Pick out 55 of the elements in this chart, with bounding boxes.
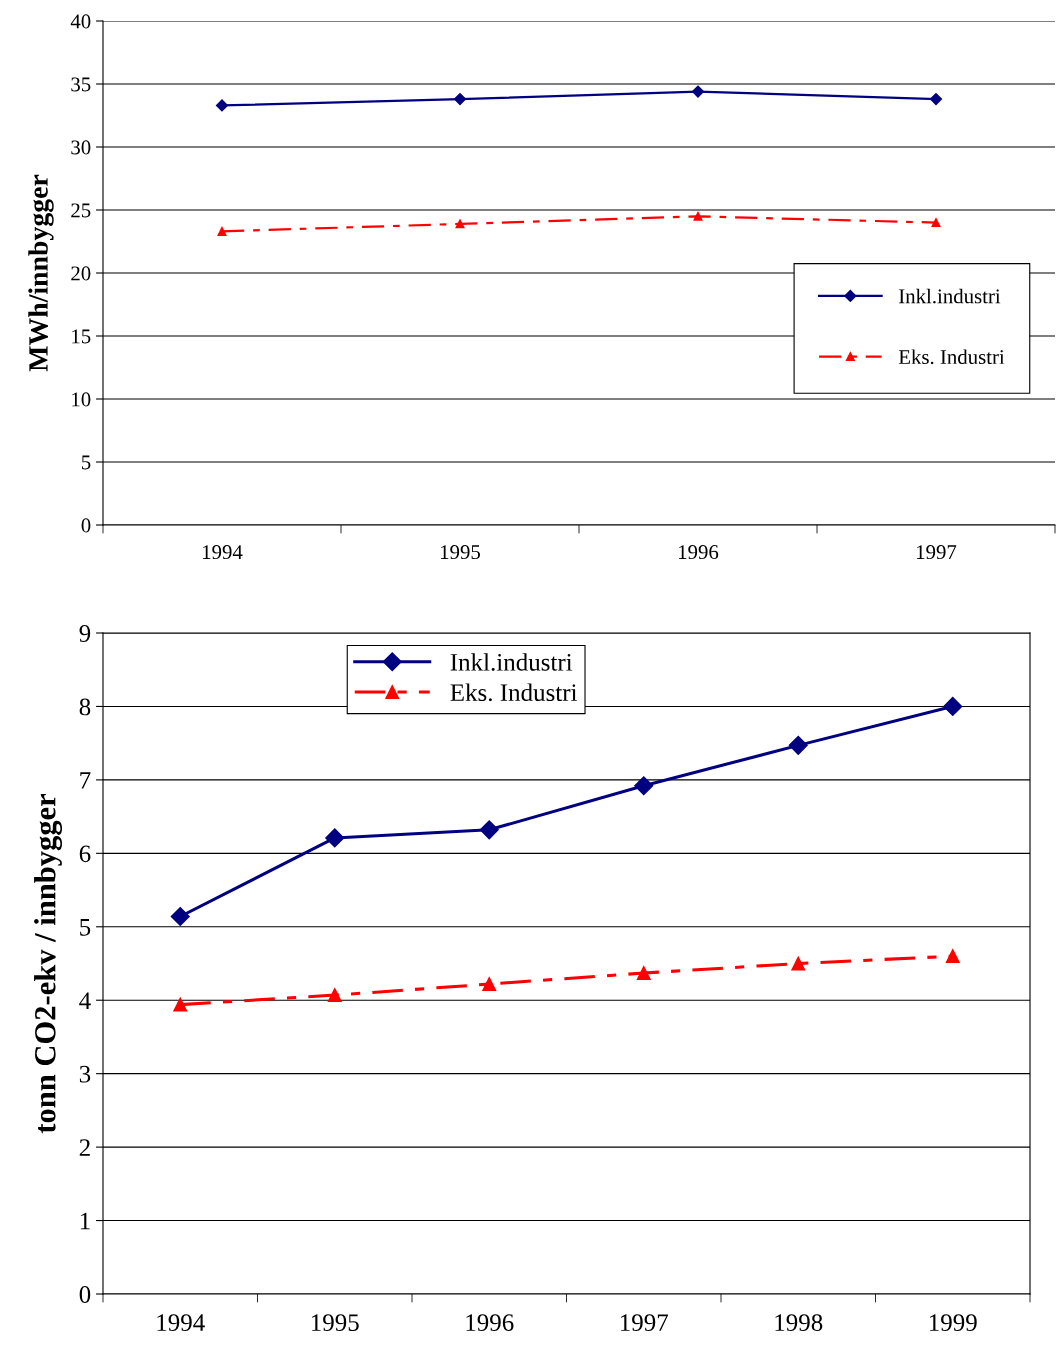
legend-label: Eks. Industri: [898, 349, 1005, 365]
point: [929, 93, 943, 106]
point: [945, 949, 960, 964]
x-tick-label: 1999: [929, 1314, 977, 1332]
y-tick-label: 3: [79, 1065, 91, 1083]
y-tick-label: 4: [79, 992, 91, 1009]
y-tick-label: 1: [80, 1212, 90, 1230]
point: [943, 696, 963, 716]
x-tick-label: 1998: [775, 1314, 823, 1332]
x-tick-label: 1996: [466, 1314, 514, 1332]
x-tick-label: 1995: [311, 1314, 359, 1332]
y-tick-label: 9: [79, 625, 91, 642]
x-tick-label: 1995: [441, 545, 481, 560]
y-tick-label: 10: [72, 392, 91, 407]
y-tick-label: 6: [79, 845, 91, 863]
point: [788, 735, 808, 755]
y-axis-title: tonn CO2-ekv / innbygger: [34, 793, 63, 1134]
y-tick-label: 20: [71, 266, 91, 281]
y-tick-label: 0: [81, 518, 91, 533]
point: [325, 828, 345, 848]
point: [791, 956, 806, 971]
y-tick-label: 2: [79, 1139, 90, 1156]
point: [327, 988, 342, 1003]
legend-label: Inkl.industri: [899, 288, 1001, 304]
point: [173, 997, 188, 1012]
point: [453, 93, 467, 106]
point: [479, 820, 499, 840]
point: [693, 211, 703, 221]
point: [215, 99, 229, 112]
y-tick-label: 35: [71, 77, 91, 92]
y-tick-label: 5: [81, 455, 91, 470]
point: [170, 906, 190, 927]
x-tick-label: 1997: [620, 1314, 669, 1332]
x-tick-label: 1994: [157, 1314, 205, 1332]
y-tick-label: 25: [71, 203, 91, 218]
point: [455, 219, 465, 229]
y-tick-label: 40: [70, 14, 91, 29]
y-tick-label: 7: [80, 772, 91, 789]
point: [217, 226, 227, 236]
y-tick-label: 5: [80, 919, 91, 936]
point: [691, 85, 705, 98]
legend-label: Eks. Industri: [450, 683, 578, 702]
point: [482, 977, 497, 992]
point: [931, 218, 941, 228]
point: [636, 966, 651, 980]
y-tick-label: 30: [71, 140, 91, 155]
legend-label: Inkl.industri: [450, 653, 573, 671]
x-tick-label: 1994: [203, 545, 243, 560]
y-tick-label: 0: [79, 1286, 91, 1303]
y-tick-label: 15: [72, 329, 91, 344]
point: [634, 776, 654, 796]
y-tick-label: 8: [79, 698, 91, 716]
x-tick-label: 1996: [679, 545, 719, 560]
y-axis-title: MWh/innbygger: [28, 174, 54, 372]
x-tick-label: 1997: [917, 545, 957, 560]
